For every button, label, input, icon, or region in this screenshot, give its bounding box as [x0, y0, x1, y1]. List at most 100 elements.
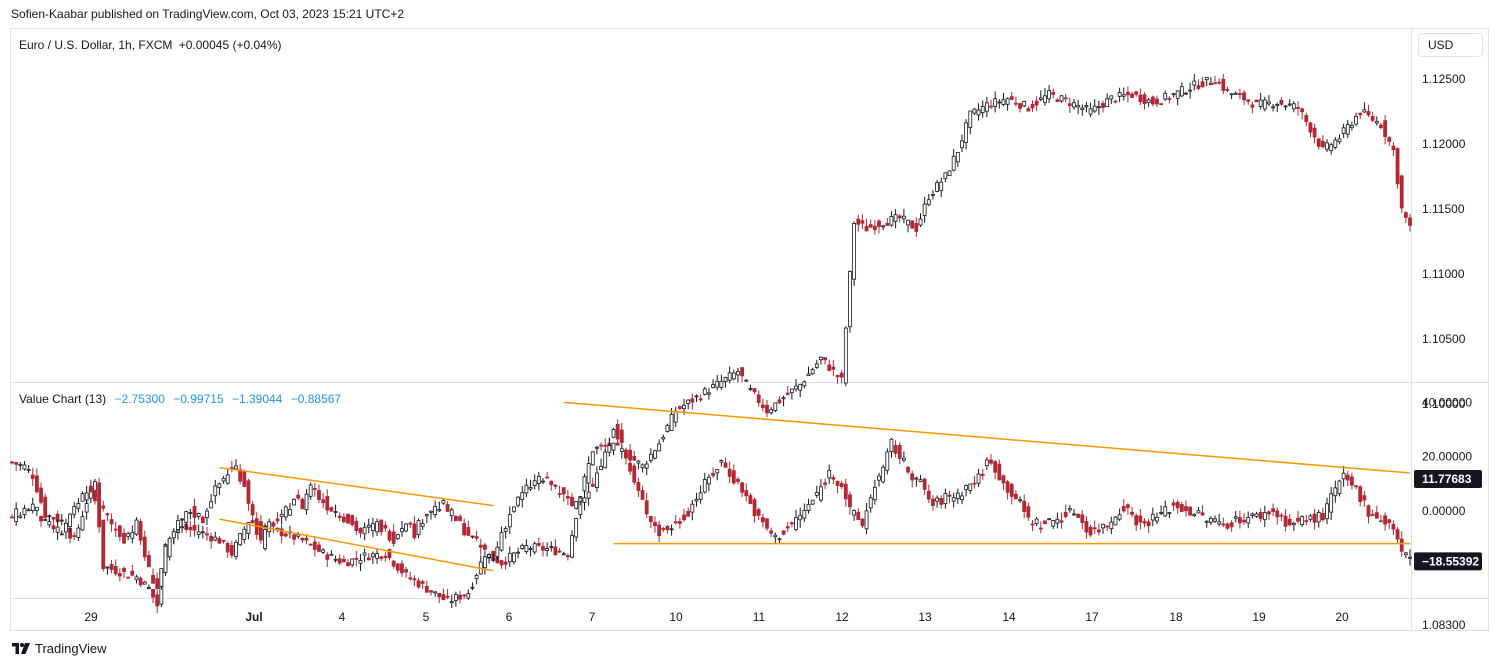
- indicator-candle-body: [1072, 513, 1076, 516]
- indicator-candle-body: [259, 525, 263, 541]
- price-candle-body: [229, 545, 234, 556]
- price-candle-body: [1067, 103, 1072, 107]
- price-candle-body: [976, 109, 981, 116]
- price-candle-body: [1038, 97, 1043, 100]
- indicator-candle-body: [1229, 522, 1234, 528]
- price-candle-body: [1030, 103, 1035, 109]
- indicator-candle-body: [1063, 511, 1068, 517]
- price-candle-body: [669, 413, 674, 431]
- indicator-candle-body: [350, 515, 355, 525]
- price-candle-body: [1358, 112, 1363, 116]
- price-candle-body: [1374, 121, 1379, 124]
- price-candle-body: [424, 586, 429, 593]
- indicator-candle-body: [217, 483, 222, 488]
- price-candle-body: [528, 548, 533, 550]
- price-candle-body: [221, 539, 226, 542]
- price-candle-body: [192, 524, 197, 531]
- price-candle-body: [910, 220, 915, 229]
- price-candle-body: [611, 442, 616, 451]
- price-candle-body: [1387, 137, 1392, 142]
- price-candle-body: [346, 562, 350, 567]
- price-candle-body: [756, 394, 761, 404]
- price-candle-body: [806, 373, 811, 377]
- price-candle-body: [781, 397, 786, 400]
- price-candle-body: [1391, 145, 1396, 151]
- price-axis-tick-label: 1.11500: [1422, 202, 1465, 216]
- price-candle-body: [773, 402, 778, 411]
- price-candle-body: [1117, 92, 1122, 97]
- price-candle-body: [1113, 100, 1118, 103]
- price-candle-body: [1105, 98, 1110, 108]
- price-candle-body: [1262, 99, 1267, 110]
- price-candle-body: [1217, 81, 1222, 84]
- time-axis-tick-label: 18: [1169, 610, 1183, 624]
- indicator-candle-body: [1092, 527, 1097, 530]
- indicator-candle-body: [134, 519, 139, 535]
- indicator-candle-body: [615, 423, 620, 440]
- indicator-candle-body: [947, 494, 952, 497]
- price-candle-body: [18, 463, 23, 466]
- indicator-candle-body: [84, 492, 89, 501]
- price-candle-body: [520, 544, 525, 550]
- price-candle-body: [1080, 107, 1085, 111]
- indicator-candle-body: [292, 498, 296, 506]
- indicator-candle-body: [1291, 522, 1296, 526]
- indicator-value: −0.88567: [290, 392, 342, 406]
- indicator-candle-body: [1167, 512, 1172, 515]
- indicator-legend[interactable]: Value Chart (13) −2.75300 −0.99715 −1.39…: [19, 392, 341, 406]
- price-candle-body: [292, 534, 296, 540]
- time-axis-tick-label: 12: [835, 610, 849, 624]
- indicator-candle-body: [420, 523, 425, 527]
- indicator-candle-body: [1267, 511, 1271, 515]
- indicator-candle-body: [1200, 512, 1205, 516]
- price-candle-body: [1076, 104, 1081, 108]
- indicator-candle-body: [221, 477, 226, 482]
- price-candle-body: [827, 364, 832, 371]
- price-candle-body: [1167, 98, 1172, 100]
- indicator-candle-body: [470, 535, 475, 538]
- price-candle-body: [777, 399, 782, 404]
- time-axis-tick-label: 11: [753, 610, 766, 624]
- indicator-candle-body: [1254, 513, 1259, 517]
- price-candle-body: [126, 576, 131, 579]
- indicator-candle-body: [449, 509, 454, 517]
- price-candle-body: [939, 181, 944, 192]
- indicator-candle-body: [798, 514, 803, 521]
- indicator-candle-body: [968, 483, 973, 491]
- indicator-candle-body: [487, 554, 491, 558]
- indicator-candle-body: [180, 518, 184, 521]
- symbol-legend[interactable]: Euro / U.S. Dollar, 1h, FXCM +0.00045 (+…: [19, 38, 284, 52]
- price-candle-body: [507, 552, 512, 563]
- indicator-candle-body: [906, 466, 910, 473]
- indicator-candle-body: [1238, 517, 1242, 524]
- price-candle-body: [972, 108, 977, 114]
- indicator-candle-body: [752, 499, 757, 517]
- indicator-candle-body: [441, 500, 446, 504]
- price-candle-body: [142, 581, 147, 585]
- indicator-candle-body: [673, 521, 678, 524]
- price-candle-body: [731, 372, 736, 380]
- indicator-candle-body: [483, 544, 487, 550]
- indicator-candle-body: [819, 486, 823, 501]
- price-candle-body: [769, 409, 774, 414]
- price-candle-body: [1138, 94, 1143, 103]
- indicator-candle-body: [993, 461, 998, 473]
- price-candle-body: [599, 444, 603, 447]
- price-candle-body: [868, 224, 873, 228]
- time-axis-tick-label: 13: [918, 610, 932, 624]
- price-candle-body: [408, 577, 413, 580]
- indicator-candle-body: [1038, 527, 1043, 530]
- indicator-candle-body: [644, 500, 649, 515]
- price-candle-body: [1196, 85, 1201, 89]
- pane-separator[interactable]: [10, 382, 1489, 383]
- price-candle-body: [1242, 92, 1246, 101]
- currency-button[interactable]: USD: [1418, 33, 1483, 57]
- indicator-candle-body: [30, 503, 35, 512]
- indicator-candle-body: [1350, 476, 1354, 486]
- tradingview-brand[interactable]: TradingView: [12, 641, 107, 656]
- indicator-candle-body: [300, 498, 305, 510]
- price-candle-body: [1179, 86, 1184, 97]
- indicator-candle-body: [918, 479, 923, 482]
- indicator-candle-body: [279, 513, 284, 518]
